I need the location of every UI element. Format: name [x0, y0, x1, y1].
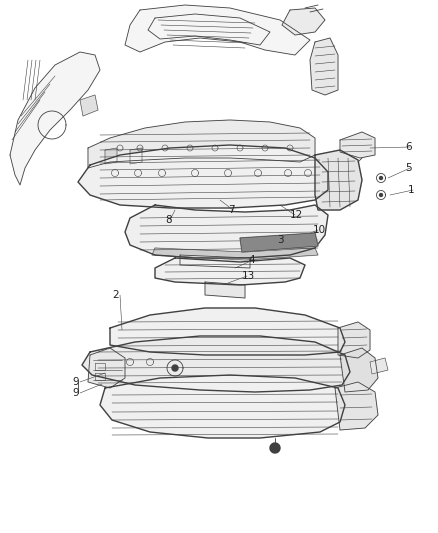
Text: 13: 13 [242, 271, 255, 281]
Text: 3: 3 [277, 235, 284, 245]
Polygon shape [379, 193, 382, 197]
Text: 5: 5 [405, 163, 412, 173]
Polygon shape [125, 205, 328, 258]
Text: 1: 1 [408, 185, 415, 195]
Polygon shape [78, 145, 328, 208]
Polygon shape [100, 375, 345, 438]
Polygon shape [88, 120, 315, 168]
Polygon shape [270, 443, 280, 453]
Polygon shape [240, 233, 318, 252]
Polygon shape [335, 382, 378, 430]
Polygon shape [282, 8, 325, 35]
Polygon shape [370, 358, 388, 374]
Text: 12: 12 [290, 210, 303, 220]
Text: 6: 6 [405, 142, 412, 152]
Polygon shape [155, 258, 305, 285]
Polygon shape [172, 365, 178, 371]
Text: 9: 9 [72, 377, 79, 387]
Polygon shape [340, 348, 378, 392]
Polygon shape [110, 308, 345, 355]
Polygon shape [82, 336, 350, 392]
Polygon shape [310, 38, 338, 95]
Text: 10: 10 [313, 225, 326, 235]
Polygon shape [88, 348, 125, 388]
Polygon shape [379, 176, 382, 180]
Polygon shape [180, 255, 250, 268]
Text: 4: 4 [248, 255, 254, 265]
Text: 8: 8 [165, 215, 172, 225]
Polygon shape [10, 52, 100, 185]
Polygon shape [125, 5, 310, 55]
Polygon shape [340, 132, 375, 158]
Text: 7: 7 [228, 205, 235, 215]
Polygon shape [205, 282, 245, 298]
Polygon shape [152, 248, 318, 260]
Polygon shape [80, 95, 98, 116]
Polygon shape [130, 148, 142, 164]
Polygon shape [315, 150, 362, 210]
Text: 9: 9 [72, 388, 79, 398]
Text: 2: 2 [112, 290, 119, 300]
Polygon shape [105, 148, 117, 164]
Polygon shape [338, 322, 370, 358]
